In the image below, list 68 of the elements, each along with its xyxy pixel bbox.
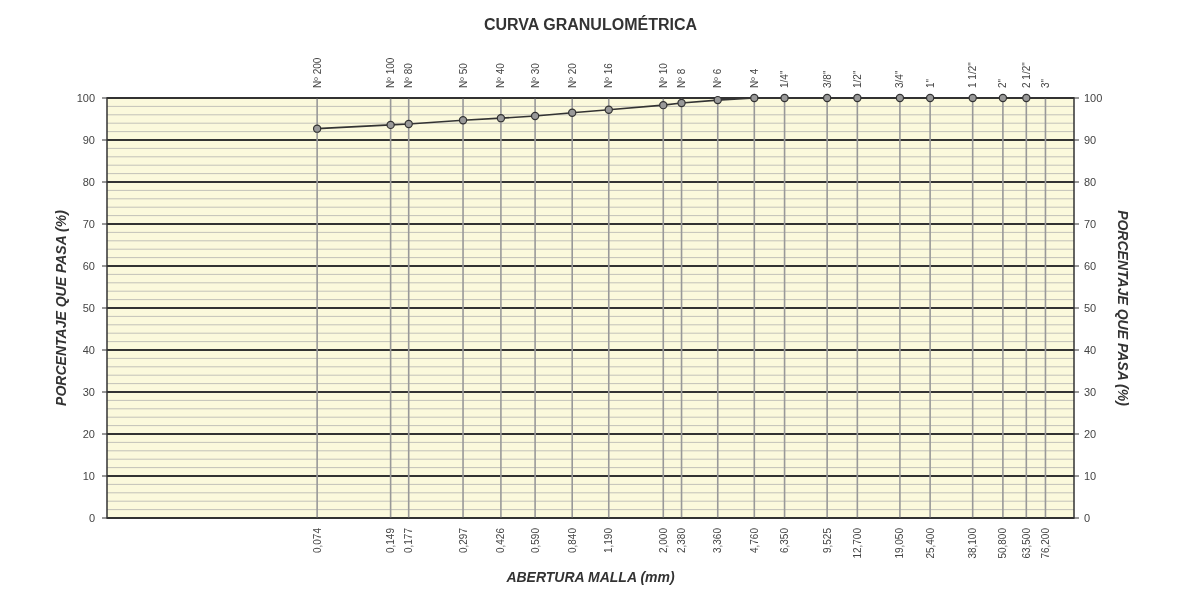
text: Nº 40 — [495, 62, 507, 88]
y-tick-label: 40 — [82, 343, 95, 356]
y2-tick-label: 80 — [1084, 175, 1097, 188]
y2-tick-label: 30 — [1084, 385, 1097, 398]
x-tick-label: 25,400 — [924, 527, 936, 559]
text: Nº 16 — [603, 62, 615, 88]
text: Nº 80 — [403, 62, 415, 88]
x-tick-label: 9,525 — [821, 527, 833, 554]
text: 1/4" — [779, 70, 791, 88]
x-tick-label: 3,360 — [712, 527, 724, 554]
x-tick-label: 1,190 — [603, 527, 615, 554]
x-tick-label: 19,050 — [894, 527, 906, 559]
text: 1" — [924, 78, 936, 88]
x-axis-title: ABERTURA MALLA (mm) — [505, 569, 675, 585]
y-tick-label: 20 — [82, 427, 95, 440]
x-tick-label: 6,350 — [779, 527, 791, 554]
text: Nº 200 — [311, 57, 323, 88]
y-tick-label: 100 — [76, 91, 95, 104]
y2-tick-label: 20 — [1084, 427, 1097, 440]
text: 3/4" — [894, 70, 906, 88]
x-tick-label: 63,500 — [1020, 527, 1032, 559]
x-tick-label: 50,800 — [997, 527, 1009, 559]
text: Nº 10 — [657, 62, 669, 88]
text: 2" — [997, 78, 1009, 88]
text: 2 1/2" — [1020, 61, 1032, 88]
x-tick-label: 0,426 — [495, 527, 507, 554]
chart-title: CURVA GRANULOMÉTRICA — [483, 15, 698, 33]
x-tick-label: 38,100 — [967, 527, 979, 559]
text: Nº 100 — [385, 57, 397, 88]
y-tick-label: 60 — [82, 259, 95, 272]
x-tick-label: 0,590 — [529, 527, 541, 554]
text: 1 1/2" — [967, 61, 979, 88]
x-tick-label: 4,760 — [748, 527, 760, 554]
text: 3" — [1039, 78, 1051, 88]
y2-tick-label: 60 — [1084, 259, 1097, 272]
x-tick-label: 0,840 — [566, 527, 578, 554]
y2-tick-label: 70 — [1084, 217, 1097, 230]
text: Nº 4 — [748, 68, 760, 88]
y-tick-label: 90 — [82, 133, 95, 146]
text: 1/2" — [851, 70, 863, 88]
y-tick-label: 80 — [82, 175, 95, 188]
y-tick-label: 30 — [82, 385, 95, 398]
text: Nº 50 — [457, 62, 469, 88]
y2-tick-label: 90 — [1084, 133, 1097, 146]
y-tick-label: 0 — [88, 511, 95, 524]
x-tick-label: 0,149 — [385, 527, 397, 554]
x-tick-label: 12,700 — [851, 527, 863, 559]
text: Nº 30 — [529, 62, 541, 88]
y-tick-label: 50 — [82, 301, 95, 314]
x-tick-label: 76,200 — [1039, 527, 1051, 559]
y2-tick-label: 100 — [1084, 91, 1103, 104]
x-tick-label: 2,380 — [676, 527, 688, 554]
y-tick-label: 70 — [82, 217, 95, 230]
x-tick-label: 0,074 — [311, 527, 323, 554]
x-tick-label: 0,177 — [403, 527, 415, 554]
y-tick-label: 10 — [82, 469, 95, 482]
y2-tick-label: 10 — [1084, 469, 1097, 482]
text: Nº 20 — [566, 62, 578, 88]
y2-tick-label: 40 — [1084, 343, 1097, 356]
y2-tick-label: 50 — [1084, 301, 1097, 314]
x-tick-label: 0,297 — [457, 527, 469, 554]
text: Nº 8 — [676, 68, 688, 88]
text: Nº 6 — [712, 68, 724, 88]
y2-tick-label: 0 — [1084, 511, 1091, 524]
y-axis-title: PORCENTAJE QUE PASA (%) — [53, 209, 69, 406]
x-tick-label: 2,000 — [657, 527, 669, 554]
text: 3/8" — [821, 70, 833, 88]
y2-axis-title: PORCENTAJE QUE PASA (%) — [1115, 210, 1131, 407]
